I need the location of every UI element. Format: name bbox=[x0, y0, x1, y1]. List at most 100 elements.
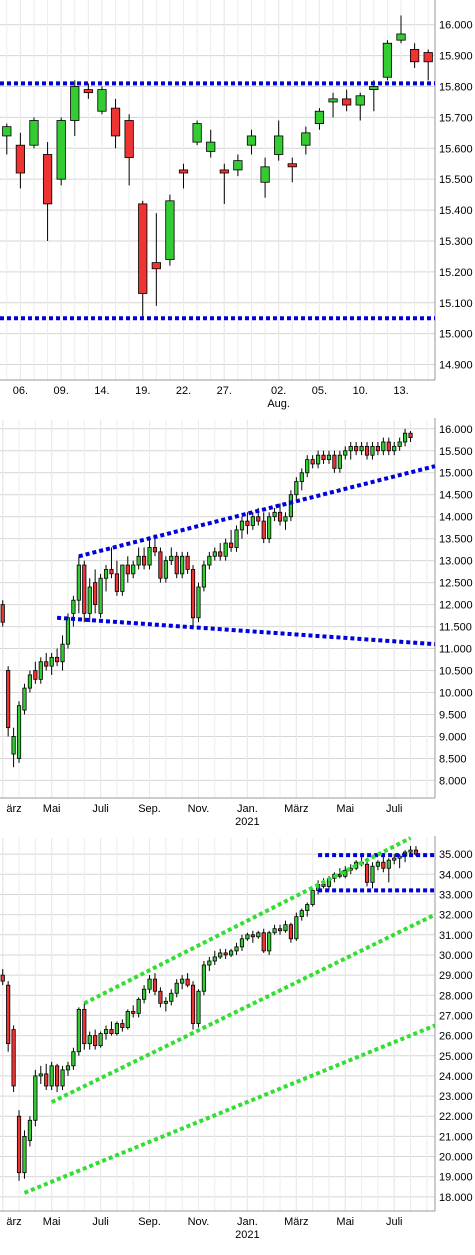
grid-x bbox=[6, 0, 429, 380]
y-tick-label: 15.500 bbox=[439, 446, 473, 458]
candle-down bbox=[185, 555, 190, 570]
candle-up bbox=[136, 555, 141, 566]
grid-x bbox=[2, 838, 428, 1211]
candle-down bbox=[185, 978, 190, 986]
candle-up bbox=[256, 932, 261, 938]
candle-down bbox=[321, 883, 326, 887]
y-tick-label: 10.500 bbox=[439, 666, 473, 678]
candlestick-chart-channel: 35.000 34.000 33.000 32.000 31.000 30.000 29.0… bbox=[0, 836, 473, 1241]
candle-up bbox=[22, 1135, 27, 1174]
y-tick-label: 8.500 bbox=[439, 753, 467, 765]
candle-down bbox=[114, 573, 119, 592]
candle-down bbox=[288, 924, 293, 940]
candle-up bbox=[114, 1023, 119, 1034]
y-tick-label: 15.000 bbox=[439, 468, 473, 480]
candle-up bbox=[103, 569, 109, 579]
candle-down bbox=[83, 89, 93, 94]
candle-up bbox=[246, 135, 257, 146]
candle-down bbox=[332, 454, 337, 469]
y-tick-label: 29.000 bbox=[439, 970, 473, 982]
candle-up bbox=[343, 450, 348, 456]
y-tick-label: 16.000 bbox=[439, 424, 473, 436]
trend-lines bbox=[0, 81, 435, 321]
candle-down bbox=[287, 163, 297, 168]
x-tick-label: 10. bbox=[353, 385, 368, 397]
candle-up bbox=[87, 1035, 92, 1045]
candle-up bbox=[180, 978, 185, 984]
y-tick-label: 9.000 bbox=[439, 731, 467, 743]
y-tick-label: 12.000 bbox=[439, 600, 473, 612]
candle-down bbox=[250, 934, 255, 938]
y-tick-labels: 16.000 15.900 15.800 15.700 15.600 15.500 15.4… bbox=[439, 20, 473, 372]
y-tick-label: 18.000 bbox=[439, 1192, 473, 1204]
y-tick-label: 11.500 bbox=[439, 622, 472, 634]
candle-down bbox=[0, 974, 5, 982]
candle-down bbox=[178, 169, 189, 174]
x-tick-label: 02. bbox=[271, 385, 286, 397]
y-tick-label: 15.100 bbox=[439, 298, 473, 310]
candle-down bbox=[55, 656, 60, 663]
x-tick-label: Mai bbox=[43, 803, 61, 815]
y-tick-label: 27.000 bbox=[439, 1010, 473, 1022]
candle-down bbox=[174, 555, 179, 575]
y-tick-label: 21.000 bbox=[439, 1131, 473, 1143]
candle-down bbox=[152, 547, 158, 553]
candle-up bbox=[125, 1010, 130, 1028]
trend-lines bbox=[23, 836, 436, 1195]
candle-up bbox=[326, 454, 332, 460]
candlestick-chart-recent: 16.000 15.900 15.800 15.700 15.600 15.500 15.4… bbox=[0, 0, 473, 410]
candle-down bbox=[354, 445, 359, 452]
candle-down bbox=[423, 52, 433, 63]
y-tick-labels: 35.000 34.000 33.000 32.000 31.000 30.000 29.0… bbox=[439, 849, 473, 1204]
chart-panel-1: 16.000 15.900 15.800 15.700 15.600 15.500 15.4… bbox=[0, 0, 475, 418]
candle-up bbox=[299, 472, 304, 482]
candle-up bbox=[301, 132, 311, 146]
candle-up bbox=[381, 441, 386, 452]
chart-panel-3: 35.000 34.000 33.000 32.000 31.000 30.000 29.0… bbox=[0, 836, 475, 1250]
candle-up bbox=[397, 855, 402, 859]
grid bbox=[0, 853, 435, 1198]
candle-down bbox=[409, 49, 420, 63]
y-tick-label: 15.800 bbox=[439, 82, 473, 94]
candle-up bbox=[65, 617, 71, 645]
candle-up bbox=[196, 586, 201, 619]
candle-down bbox=[219, 169, 229, 174]
candle-down bbox=[277, 511, 283, 522]
candle-down bbox=[125, 564, 130, 575]
x-tick-label: 06. bbox=[13, 385, 28, 397]
candle-up bbox=[250, 516, 255, 526]
x-tick-label: Juli bbox=[386, 1216, 403, 1228]
candle-down bbox=[93, 1035, 98, 1047]
y-tick-label: 35.000 bbox=[439, 849, 473, 861]
candle-up bbox=[245, 934, 250, 940]
y-tick-label: 9.500 bbox=[439, 709, 467, 721]
candle-up bbox=[408, 849, 413, 853]
candle-down bbox=[15, 144, 26, 174]
candle-down bbox=[109, 569, 114, 575]
candle-down bbox=[256, 516, 261, 522]
candles bbox=[2, 15, 433, 319]
candle-down bbox=[109, 1029, 114, 1034]
candle-up bbox=[29, 120, 39, 146]
candle-down bbox=[93, 582, 98, 606]
x-tick-label: März bbox=[284, 1216, 308, 1228]
candle-up bbox=[234, 946, 239, 952]
candle-down bbox=[337, 873, 342, 877]
candle-up bbox=[272, 511, 277, 518]
candle-down bbox=[364, 445, 370, 456]
x-tick-label: 14. bbox=[94, 385, 109, 397]
candle-up bbox=[305, 459, 310, 474]
candle-up bbox=[223, 542, 228, 557]
y-tick-label: 32.000 bbox=[439, 910, 473, 922]
candle-up bbox=[234, 529, 239, 548]
candle-up bbox=[163, 1000, 168, 1004]
candle-up bbox=[403, 432, 408, 443]
candle-down bbox=[6, 670, 11, 729]
candle-up bbox=[239, 938, 245, 948]
x-tick-label: 22. bbox=[176, 385, 191, 397]
candle-up bbox=[283, 516, 288, 522]
grid bbox=[0, 24, 435, 366]
candle-down bbox=[413, 849, 419, 855]
candle-up bbox=[397, 441, 402, 447]
candle-up bbox=[267, 932, 272, 952]
